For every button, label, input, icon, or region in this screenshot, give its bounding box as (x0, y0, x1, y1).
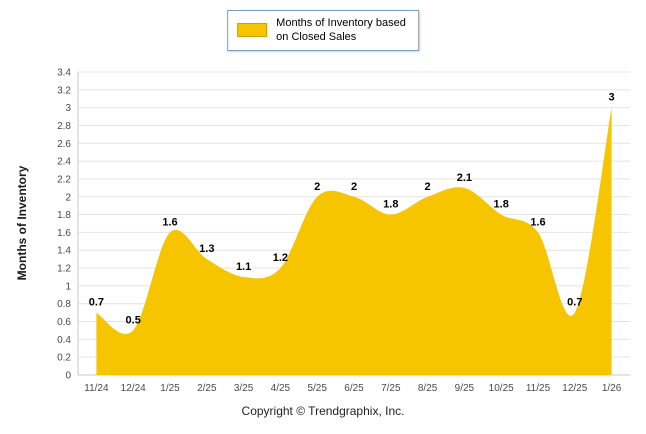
x-tick-label: 11/24 (84, 383, 109, 394)
area-series (96, 107, 612, 375)
x-tick-label: 2/25 (197, 383, 217, 394)
y-tick-label: 2.6 (57, 139, 71, 150)
data-label: 1.2 (273, 252, 288, 264)
y-tick-label: 3 (65, 103, 71, 114)
months-of-inventory-area-chart: 0 0.2 0.4 0.6 0.8 1 1.2 1.4 1.6 1.8 2 2.2 2.4 2.6 2.8 3… (57, 68, 630, 394)
y-tick-label: 2.2 (57, 174, 71, 185)
legend-label-line1: Months of Inventory based (276, 17, 406, 29)
legend-swatch (237, 23, 268, 38)
x-tick-label: 11/25 (526, 383, 551, 394)
y-tick-label: 3.4 (57, 68, 71, 79)
data-label: 1.8 (494, 199, 509, 211)
data-label: 2 (351, 181, 357, 193)
data-label: 1.3 (199, 243, 214, 255)
y-tick-label: 1.8 (57, 210, 71, 221)
x-tick-label: 12/24 (121, 383, 146, 394)
x-tick-label: 4/25 (271, 383, 291, 394)
data-label: 2 (425, 181, 431, 193)
y-tick-label: 0 (65, 371, 71, 382)
y-tick-label: 2.4 (57, 157, 71, 168)
x-tick-label: 1/25 (160, 383, 180, 394)
x-tick-label: 7/25 (381, 383, 401, 394)
copyright-text: Copyright © Trendgraphix, Inc. (241, 404, 405, 418)
y-axis-title: Months of Inventory (15, 165, 29, 281)
y-tick-label: 1 (65, 281, 71, 292)
data-label: 0.7 (89, 297, 104, 309)
x-tick-label: 6/25 (344, 383, 364, 394)
x-tick-label: 5/25 (307, 383, 327, 394)
y-tick-label: 0.2 (57, 353, 71, 364)
data-label: 2 (314, 181, 320, 193)
legend-label: Months of Inventory based on Closed Sale… (276, 16, 406, 45)
x-tick-label: 9/25 (455, 383, 475, 394)
x-tick-label: 1/26 (602, 383, 622, 394)
x-tick-label: 12/25 (562, 383, 587, 394)
y-tick-label: 0.4 (57, 335, 71, 346)
data-label: 1.1 (236, 261, 251, 273)
legend: Months of Inventory based on Closed Sale… (227, 10, 419, 51)
y-tick-label: 2.8 (57, 121, 71, 132)
y-tick-label: 1.4 (57, 246, 71, 257)
y-tick-label: 0.6 (57, 317, 71, 328)
y-tick-label: 1.6 (57, 228, 71, 239)
data-label: 1.6 (530, 216, 545, 228)
data-label: 3 (609, 92, 615, 104)
x-tick-label: 10/25 (489, 383, 514, 394)
data-label: 0.5 (126, 314, 141, 326)
data-label: 0.7 (567, 297, 582, 309)
y-tick-label: 1.2 (57, 264, 71, 275)
x-tick-label: 3/25 (234, 383, 254, 394)
data-label: 1.6 (162, 216, 177, 228)
y-tick-label: 0.8 (57, 299, 71, 310)
data-label: 2.1 (457, 172, 472, 184)
y-tick-label: 2 (65, 192, 71, 203)
data-label: 1.8 (383, 199, 398, 211)
x-tick-label: 8/25 (418, 383, 438, 394)
legend-label-line2: on Closed Sales (276, 31, 357, 44)
y-tick-label: 3.2 (57, 85, 71, 96)
